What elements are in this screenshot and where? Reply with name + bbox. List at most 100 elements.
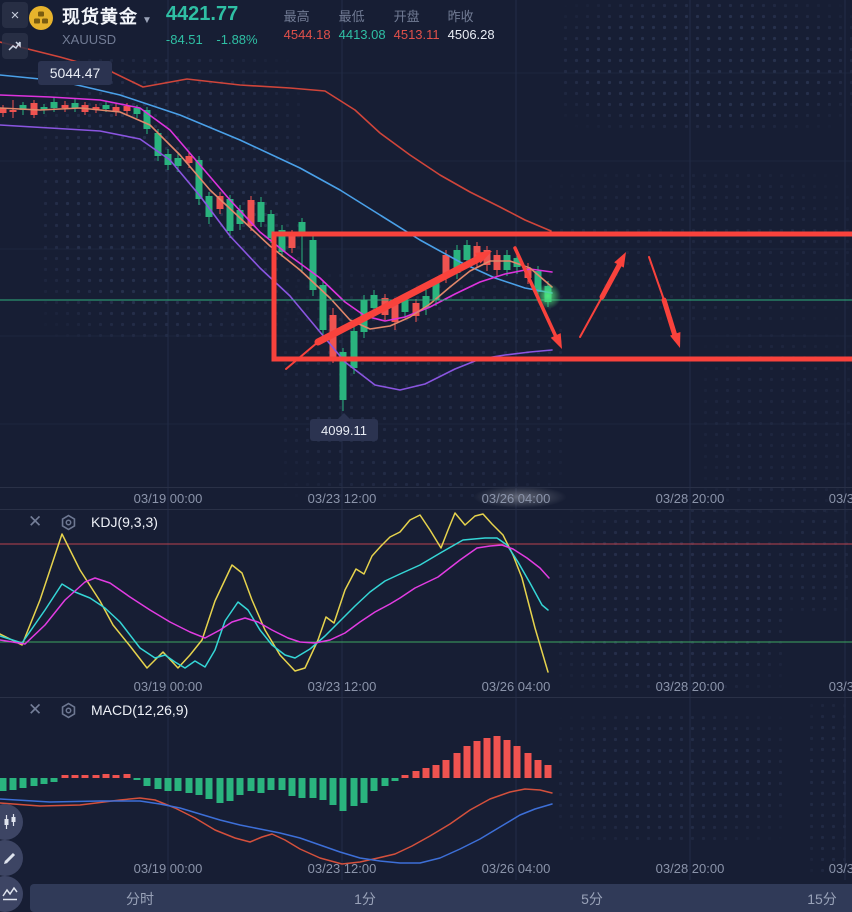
map-dots-pattern <box>806 700 852 880</box>
macd-close-icon[interactable]: ✕ <box>28 700 43 719</box>
kdj-close-icon[interactable]: ✕ <box>28 512 43 531</box>
macd-histogram-bar <box>143 778 151 786</box>
stat-value: 4544.18 <box>283 27 331 42</box>
macd-header: ✕ MACD(12,26,9) <box>28 700 188 720</box>
candle <box>133 108 141 114</box>
stat-label: 最高 <box>283 9 310 24</box>
macd-histogram-bar <box>92 775 100 778</box>
price-chart-canvas[interactable] <box>0 0 852 880</box>
pencil-icon <box>4 852 16 864</box>
candle <box>92 107 100 110</box>
candle <box>319 285 327 330</box>
candle <box>50 102 58 108</box>
kdj-settings-icon[interactable] <box>60 514 77 531</box>
kline-tool-button[interactable] <box>0 804 23 840</box>
candle <box>226 199 234 231</box>
map-dots-pattern <box>40 55 302 345</box>
candle <box>102 105 110 109</box>
kdj-title: KDJ(9,3,3) <box>91 514 158 530</box>
main-time-axis: 03/19 00:00 03/23 12:00 03/26 04:00 03/28 2… <box>0 487 852 510</box>
candle <box>401 300 409 312</box>
ma-line-ma_salmon <box>0 107 553 330</box>
candle <box>278 230 286 252</box>
annotation-rectangle <box>271 231 852 362</box>
kdj-time-axis: 03/19 00:00 03/23 12:00 03/26 04:00 03/28 2… <box>0 676 852 698</box>
macd-histogram-bar <box>534 760 542 778</box>
macd-histogram-bar <box>123 774 131 778</box>
stat-label: 开盘 <box>393 9 420 24</box>
candle <box>61 105 69 108</box>
time-label: 03/19 00:00 <box>133 861 203 876</box>
candle <box>350 331 358 368</box>
last-price: 4421.77 <box>165 3 239 25</box>
annotation-arrow-line <box>513 246 559 341</box>
time-label: 03/19 00:00 <box>133 491 203 506</box>
indicator-tool-button[interactable] <box>0 876 23 912</box>
macd-histogram-bar <box>319 778 327 800</box>
candle <box>463 245 471 260</box>
candle <box>288 235 296 248</box>
ma-line-ma_red <box>0 41 552 232</box>
close-icon: × <box>10 6 20 24</box>
macd-histogram-bar <box>513 746 521 778</box>
macd-histogram-bar <box>257 778 265 793</box>
candle <box>493 255 501 270</box>
macd-histogram-bar <box>102 774 110 778</box>
candle <box>483 250 491 265</box>
tab-interval-3[interactable]: 15分 <box>807 891 837 907</box>
macd-histogram-bar <box>453 753 461 778</box>
macd-histogram-bar <box>216 778 224 803</box>
macd-line-DEA <box>0 798 553 864</box>
macd-histogram-bar <box>483 738 491 778</box>
time-label: 03/26 04:00 <box>481 679 551 694</box>
tab-interval-2[interactable]: 5分 <box>581 891 603 907</box>
macd-histogram-bar <box>61 775 69 778</box>
time-label: 03/23 12:00 <box>307 679 377 694</box>
macd-histogram-bar <box>19 778 27 788</box>
stat-value: 4506.28 <box>447 27 495 42</box>
macd-histogram-bar <box>298 778 306 798</box>
tab-interval-1[interactable]: 1分 <box>354 891 376 907</box>
map-dots-pattern <box>545 170 852 325</box>
wave-chart-icon <box>2 886 18 901</box>
tab-interval-0[interactable]: 分时 <box>126 891 154 907</box>
macd-histogram-bar <box>30 778 38 786</box>
macd-histogram-bar <box>9 778 17 790</box>
annotation-arrow-line <box>599 257 625 300</box>
macd-histogram-bar <box>309 778 317 798</box>
time-label-highlight <box>474 486 566 508</box>
candle <box>534 271 542 292</box>
time-label: 03/31 <box>828 679 852 694</box>
macd-histogram-bar <box>236 778 244 795</box>
map-dots-pattern <box>560 0 852 128</box>
candle <box>185 156 193 163</box>
candle <box>370 295 378 308</box>
symbol-selector[interactable]: 现货黄金 ▼ XAUUSD <box>62 3 152 47</box>
chart-type-button[interactable] <box>2 33 28 59</box>
candle <box>267 214 275 238</box>
draw-tool-button[interactable] <box>0 840 23 876</box>
stat-label: 最低 <box>338 9 365 24</box>
macd-histogram-bar <box>185 778 193 793</box>
annotation-arrow-line <box>648 256 665 301</box>
close-chart-button[interactable]: × <box>2 2 28 28</box>
macd-histogram-bar <box>339 778 347 811</box>
time-label: 03/19 00:00 <box>133 679 203 694</box>
macd-histogram-bar <box>247 778 255 791</box>
candle <box>9 110 17 112</box>
map-dots-pattern <box>555 712 790 842</box>
macd-histogram-bar <box>544 765 552 778</box>
ma-line-ma_magenta <box>0 94 553 322</box>
annotation-arrow-line <box>285 341 319 370</box>
candle <box>442 255 450 277</box>
time-label: 03/26 04:00 <box>481 861 551 876</box>
price-change-pct: -1.88% <box>216 32 258 47</box>
kdj-line-J <box>0 544 550 645</box>
candle <box>503 255 511 270</box>
macd-histogram-bar <box>329 778 337 805</box>
quote-block: 4421.77 -84.51 -1.88% <box>166 3 268 47</box>
interval-tab-bar: 分时 1分 5分 15分 <box>30 884 852 912</box>
macd-settings-icon[interactable] <box>60 702 77 719</box>
macd-time-axis: 03/19 00:00 03/23 12:00 03/26 04:00 03/28 2… <box>0 858 852 879</box>
annotation-arrow-line <box>314 254 484 346</box>
